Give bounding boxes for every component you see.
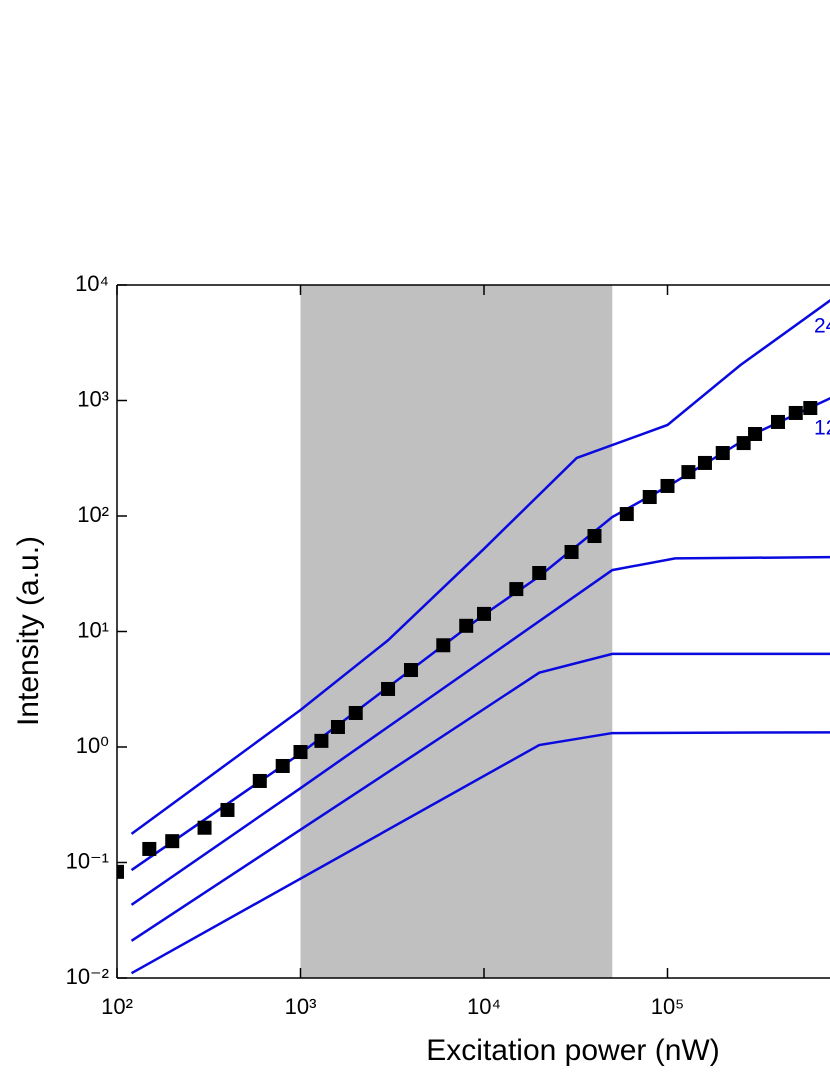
data-point — [381, 681, 396, 696]
data-point — [477, 606, 491, 621]
plot-area — [117, 285, 830, 978]
data-point — [736, 436, 751, 451]
data-point — [587, 529, 602, 544]
data-point — [715, 446, 730, 461]
data-point — [532, 565, 547, 580]
data-point — [117, 864, 124, 879]
data-point — [314, 733, 329, 748]
fit-line — [130, 652, 830, 942]
x-axis-title: Excitation power (nW) — [426, 1034, 719, 1067]
data-point — [197, 820, 212, 835]
y-axis-title: Intensity (a.u.) — [12, 536, 45, 726]
data-point — [681, 465, 696, 480]
data-point — [770, 414, 785, 429]
y-tick-label: 10³ — [77, 386, 109, 411]
data-point — [803, 401, 818, 416]
data-point — [748, 426, 763, 441]
data-point — [275, 758, 290, 773]
data-point — [348, 705, 363, 720]
y-tick-label: 10⁻¹ — [66, 848, 109, 873]
x-tick-label: 10² — [101, 994, 133, 1019]
y-tick-label: 10¹ — [77, 617, 109, 642]
x-tick-label: 10³ — [285, 994, 317, 1019]
y-tick-label: 10⁻² — [66, 964, 109, 989]
y-tick-label: 10⁰ — [76, 733, 109, 758]
data-point — [220, 802, 235, 817]
data-point — [403, 663, 418, 678]
data-point — [436, 638, 451, 653]
data-point — [660, 478, 675, 493]
data-point — [564, 544, 579, 559]
y-tick-label: 10⁴ — [75, 271, 109, 296]
y-tick-label: 10² — [77, 502, 109, 527]
x-tick-label: 10⁴ — [467, 994, 501, 1019]
fit-line — [130, 731, 830, 975]
data-point — [697, 455, 712, 470]
line-label: 24 — [814, 315, 830, 338]
data-point — [619, 507, 634, 522]
data-point — [293, 745, 308, 760]
line-label: 12 — [814, 417, 830, 440]
data-point — [509, 582, 524, 597]
data-point — [330, 719, 345, 734]
fit-line — [130, 299, 830, 835]
data-point — [459, 618, 474, 633]
fit-line — [130, 555, 830, 906]
data-point — [642, 490, 657, 505]
data-point — [788, 405, 803, 420]
shaded-region — [300, 285, 613, 978]
data-point — [142, 841, 157, 856]
data-point — [165, 834, 180, 849]
x-tick-label: 10⁵ — [651, 994, 685, 1019]
data-point — [252, 773, 267, 788]
